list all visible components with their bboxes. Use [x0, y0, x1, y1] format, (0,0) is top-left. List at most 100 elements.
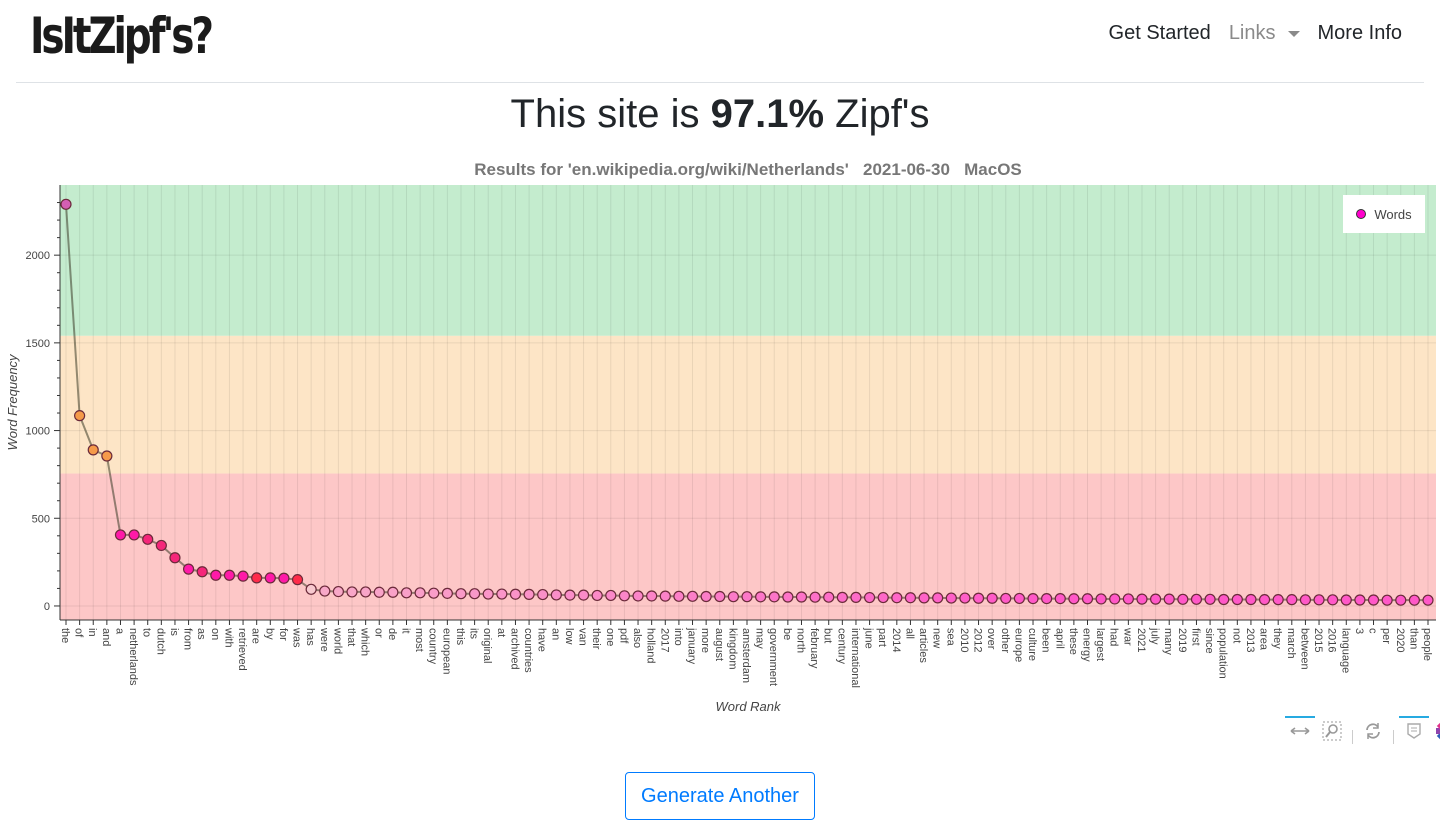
data-point[interactable]: [659, 590, 671, 602]
data-point[interactable]: [1313, 594, 1325, 606]
bokeh-logo[interactable]: [1434, 716, 1440, 746]
data-point[interactable]: [1231, 593, 1243, 606]
data-point[interactable]: [128, 529, 140, 541]
data-point[interactable]: [755, 591, 767, 603]
nav-get-started[interactable]: Get Started: [1108, 22, 1211, 44]
chart-legend[interactable]: Words: [1343, 195, 1425, 233]
data-point[interactable]: [319, 585, 331, 597]
data-point[interactable]: [142, 533, 154, 545]
data-point[interactable]: [564, 589, 576, 601]
data-point[interactable]: [74, 410, 86, 422]
data-point[interactable]: [1013, 592, 1026, 605]
data-point[interactable]: [1408, 594, 1420, 606]
data-point[interactable]: [1027, 593, 1039, 605]
data-point[interactable]: [1136, 593, 1148, 605]
data-point[interactable]: [101, 450, 113, 462]
data-point[interactable]: [618, 590, 631, 602]
data-point[interactable]: [741, 591, 753, 603]
data-point[interactable]: [1163, 593, 1175, 605]
data-point[interactable]: [673, 590, 685, 602]
data-point[interactable]: [727, 591, 739, 603]
data-point[interactable]: [373, 586, 385, 598]
reset-tool[interactable]: [1361, 716, 1385, 746]
data-point[interactable]: [1286, 594, 1298, 606]
data-point[interactable]: [278, 572, 290, 584]
data-point[interactable]: [782, 591, 794, 603]
data-point[interactable]: [646, 590, 658, 602]
data-point[interactable]: [210, 569, 222, 581]
data-point[interactable]: [1299, 594, 1312, 606]
zipf-chart[interactable]: 0 500 1000 1500 2000 Word Frequency Word Rank t…: [0, 180, 1440, 720]
data-point[interactable]: [414, 587, 426, 599]
data-point[interactable]: [114, 529, 127, 541]
data-point[interactable]: [1054, 593, 1066, 605]
data-point[interactable]: [632, 590, 644, 602]
data-point[interactable]: [169, 552, 181, 564]
data-point[interactable]: [918, 592, 930, 604]
data-point[interactable]: [482, 588, 494, 600]
data-point[interactable]: [700, 590, 712, 603]
data-point[interactable]: [904, 592, 917, 604]
data-point[interactable]: [768, 591, 780, 603]
data-point[interactable]: [1395, 594, 1407, 606]
data-point[interactable]: [1041, 593, 1053, 605]
data-point[interactable]: [850, 591, 862, 603]
data-point[interactable]: [1122, 593, 1134, 605]
data-point[interactable]: [1272, 594, 1284, 606]
data-point[interactable]: [577, 589, 590, 601]
data-point[interactable]: [60, 198, 72, 210]
data-point[interactable]: [1000, 592, 1012, 605]
data-point[interactable]: [387, 586, 399, 598]
data-point[interactable]: [1149, 593, 1162, 605]
data-point[interactable]: [932, 592, 944, 604]
data-point[interactable]: [591, 589, 603, 602]
data-point[interactable]: [1258, 594, 1271, 606]
data-point[interactable]: [605, 589, 617, 602]
data-point[interactable]: [1245, 593, 1257, 606]
data-point[interactable]: [441, 587, 453, 599]
data-point[interactable]: [986, 592, 998, 604]
data-point[interactable]: [1381, 594, 1393, 606]
data-point[interactable]: [305, 583, 317, 595]
hover-tool[interactable]: [1399, 716, 1429, 746]
data-point[interactable]: [496, 588, 508, 600]
data-point[interactable]: [455, 588, 467, 600]
data-point[interactable]: [523, 588, 535, 600]
data-point[interactable]: [264, 572, 276, 584]
data-point[interactable]: [1190, 593, 1203, 605]
data-point[interactable]: [196, 566, 208, 578]
data-point[interactable]: [945, 592, 957, 604]
data-point[interactable]: [1218, 593, 1230, 606]
data-point[interactable]: [1109, 593, 1121, 605]
data-point[interactable]: [428, 587, 440, 599]
data-point[interactable]: [509, 588, 522, 600]
data-point[interactable]: [1327, 594, 1339, 606]
data-point[interactable]: [972, 592, 985, 604]
data-point[interactable]: [1204, 593, 1216, 605]
pan-tool[interactable]: [1285, 716, 1315, 746]
data-point[interactable]: [1177, 593, 1189, 605]
data-point[interactable]: [155, 539, 167, 552]
data-point[interactable]: [550, 589, 562, 601]
box-zoom-tool[interactable]: [1320, 716, 1344, 746]
data-point[interactable]: [400, 587, 413, 599]
data-point[interactable]: [809, 591, 821, 603]
data-point[interactable]: [223, 569, 236, 581]
data-point[interactable]: [1422, 594, 1434, 606]
data-point[interactable]: [795, 591, 808, 603]
data-point[interactable]: [714, 590, 726, 603]
data-point[interactable]: [237, 570, 249, 582]
data-point[interactable]: [1068, 593, 1080, 605]
data-point[interactable]: [1081, 593, 1094, 605]
nav-more-info[interactable]: More Info: [1317, 22, 1402, 44]
data-point[interactable]: [537, 588, 549, 601]
data-point[interactable]: [891, 592, 903, 604]
data-point[interactable]: [959, 592, 971, 604]
data-point[interactable]: [87, 444, 99, 456]
data-point[interactable]: [291, 574, 304, 586]
data-point[interactable]: [823, 591, 835, 603]
data-point[interactable]: [332, 585, 344, 598]
data-point[interactable]: [469, 588, 481, 600]
data-point[interactable]: [836, 591, 848, 603]
generate-another-button[interactable]: Generate Another: [625, 772, 815, 820]
